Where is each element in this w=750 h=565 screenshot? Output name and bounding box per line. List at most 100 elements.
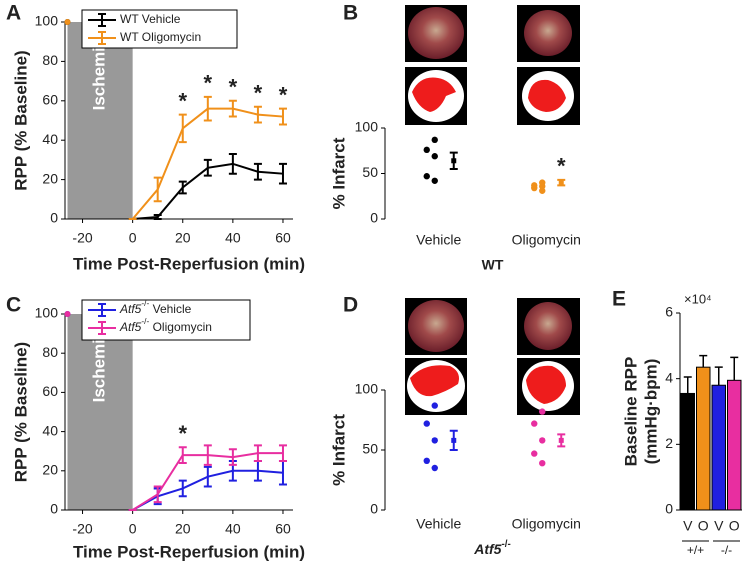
bar <box>727 379 742 511</box>
error-bar <box>253 444 262 462</box>
error-bar <box>253 162 262 181</box>
significance-mark: * <box>204 71 213 96</box>
x-tick-label: V <box>714 518 724 534</box>
error-bar <box>203 95 212 122</box>
data-point <box>531 184 538 192</box>
y-axis-label: Baseline RPP <box>621 357 640 467</box>
y-tick-label: 100 <box>355 119 379 135</box>
y-tick-label: 2 <box>665 435 673 451</box>
error-bar <box>178 180 187 195</box>
shaded-region <box>67 22 133 219</box>
data-point <box>431 464 438 472</box>
legend-box <box>81 9 238 49</box>
data-point <box>531 420 538 427</box>
error-bar <box>178 446 187 464</box>
error-bar <box>178 113 187 144</box>
x-tick-label: Vehicle <box>416 516 461 532</box>
x-tick-label: Oligomycin <box>512 516 581 532</box>
y-tick-label: 20 <box>42 462 58 478</box>
x-tick-label: O <box>698 518 709 534</box>
panel-label: B <box>343 2 358 25</box>
error-bar <box>714 366 723 386</box>
x-tick-label: Vehicle <box>416 232 461 248</box>
legend-symbol <box>88 303 116 317</box>
y-tick-label: 6 <box>665 304 673 320</box>
y-tick-label: 20 <box>42 170 58 186</box>
legend-symbol <box>88 321 116 335</box>
baseline-point <box>64 19 71 25</box>
error-bar <box>557 433 566 448</box>
significance-mark: * <box>229 75 238 100</box>
data-point <box>531 450 538 457</box>
x-axis-label: Time Post-Reperfusion (min) <box>73 254 305 273</box>
heart-images <box>405 5 580 415</box>
significance-mark: * <box>178 421 187 446</box>
y-tick-label: 0 <box>50 210 58 226</box>
error-bar <box>253 105 262 124</box>
y-tick-label: 60 <box>42 92 58 108</box>
panel-label: D <box>343 294 358 317</box>
y-tick-label: 0 <box>370 501 378 517</box>
error-bar <box>228 152 237 175</box>
y-tick-label: 50 <box>362 164 378 180</box>
x-tick-label: 20 <box>175 230 191 246</box>
error-bar <box>203 465 212 488</box>
x-tick-label: 20 <box>175 521 191 537</box>
error-bar <box>278 444 287 462</box>
x-axis-label: WT <box>482 257 504 273</box>
error-bar <box>153 485 162 504</box>
data-point <box>539 187 546 194</box>
error-bar <box>449 429 458 451</box>
data-point <box>423 457 430 464</box>
error-bar <box>203 444 212 466</box>
x-tick-label: 60 <box>275 521 291 537</box>
bar <box>680 392 695 511</box>
x-tick-label: -20 <box>72 230 92 246</box>
legend-label: Atf5-/- Vehicle <box>119 298 192 316</box>
y-tick-label: 60 <box>42 383 58 399</box>
legend-symbol <box>88 31 116 45</box>
x-tick-label: 40 <box>225 230 241 246</box>
legend-label: WT Vehicle <box>120 12 181 26</box>
data-point <box>431 153 438 160</box>
data-point <box>431 402 438 409</box>
baseline-point <box>64 311 71 317</box>
data-point <box>539 437 546 444</box>
error-bar <box>153 214 162 220</box>
x-tick-label: 60 <box>275 230 291 246</box>
panel-label: A <box>6 2 21 25</box>
data-point <box>431 177 438 184</box>
legend-label: WT Oligomycin <box>120 30 201 44</box>
y-axis-label: % Infarct <box>329 414 348 486</box>
group-label: -/- <box>721 543 732 557</box>
shaded-region-label: Ischemia <box>90 329 109 402</box>
bar <box>696 366 711 511</box>
y-tick-label: 50 <box>362 441 378 457</box>
y-tick-label: 80 <box>42 52 58 68</box>
error-bar <box>153 176 162 203</box>
legend-label: Atf5-/- Oligomycin <box>119 316 212 334</box>
data-point <box>423 173 430 180</box>
y-tick-label: 4 <box>665 369 673 385</box>
error-bar <box>278 107 287 126</box>
panel-label: C <box>6 294 21 317</box>
error-bar <box>683 376 692 394</box>
y-axis-label: RPP (% Baseline) <box>11 342 30 482</box>
x-tick-label: V <box>683 518 693 534</box>
x-tick-label: Oligomycin <box>512 232 581 248</box>
x-tick-label: -20 <box>72 521 92 537</box>
y-tick-label: 100 <box>35 305 59 321</box>
y-tick-label: 80 <box>42 344 58 360</box>
y-tick-label: 0 <box>370 210 378 226</box>
significance-mark: * <box>178 88 187 113</box>
y-tick-label: 100 <box>355 381 379 397</box>
x-axis-label: Atf5-/- <box>473 539 510 557</box>
y-axis-label: (mmHg·bpm) <box>641 359 660 465</box>
y-tick-label: 0 <box>50 501 58 517</box>
y-axis-label: % Infarct <box>329 137 348 209</box>
group-label: +/+ <box>687 543 704 557</box>
error-bar <box>203 158 212 177</box>
significance-mark: * <box>279 82 288 107</box>
y-tick-label: 40 <box>42 422 58 438</box>
